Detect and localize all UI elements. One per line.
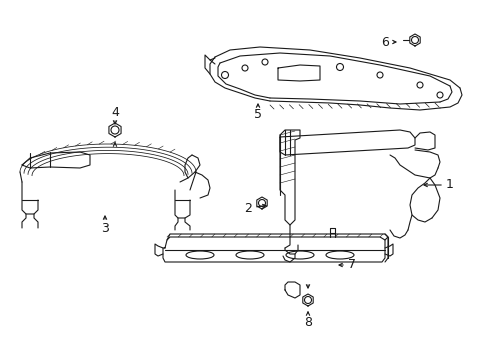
Text: 5: 5 bbox=[253, 108, 262, 122]
Text: 2: 2 bbox=[244, 202, 251, 215]
Text: 8: 8 bbox=[304, 315, 311, 328]
Text: 1: 1 bbox=[445, 179, 453, 192]
Text: 3: 3 bbox=[101, 221, 109, 234]
Text: 7: 7 bbox=[347, 258, 355, 271]
Text: 4: 4 bbox=[111, 105, 119, 118]
Text: 6: 6 bbox=[380, 36, 388, 49]
